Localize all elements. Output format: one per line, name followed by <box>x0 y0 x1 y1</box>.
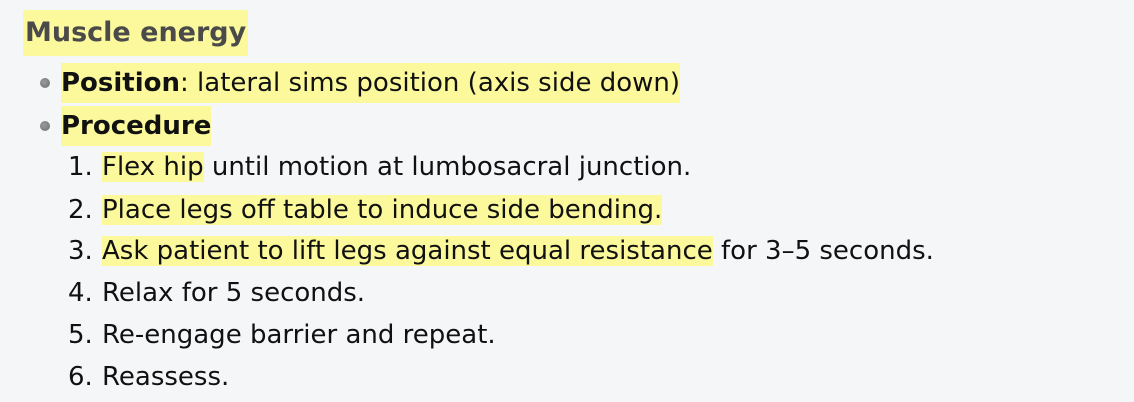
bullet-icon <box>40 121 50 131</box>
bullet-icon <box>40 78 50 88</box>
list-item: Position: lateral sims position (axis si… <box>40 63 681 103</box>
bullet-label: Procedure <box>61 111 212 141</box>
step-number: 5. <box>68 320 93 350</box>
step-number: 1. <box>68 152 93 182</box>
step-number: 3. <box>68 236 93 266</box>
step-text: for 3–5 seconds. <box>712 236 934 266</box>
step-highlight: Ask patient to lift legs against equal r… <box>102 236 713 266</box>
bullet-separator: : <box>180 68 189 98</box>
list-item: Procedure <box>40 106 212 146</box>
step-text: Relax for 5 seconds. <box>102 278 366 308</box>
bullet-description: lateral sims position (axis side down) <box>188 68 681 98</box>
section-heading: Muscle energy <box>23 10 249 56</box>
step-number: 6. <box>68 362 93 392</box>
bullet-text: Position: lateral sims position (axis si… <box>61 63 681 103</box>
step-item: 3. Ask patient to lift legs against equal… <box>68 231 934 271</box>
step-number: 4. <box>68 278 93 308</box>
step-item: 4. Relax for 5 seconds. <box>68 273 365 313</box>
step-item: 5. Re-engage barrier and repeat. <box>68 315 496 355</box>
step-text: Reassess. <box>102 362 230 392</box>
step-item: 2. Place legs off table to induce side be… <box>68 190 663 230</box>
step-item: 6. Reassess. <box>68 357 229 397</box>
step-item: 1. Flex hip until motion at lumbosacral j… <box>68 147 691 187</box>
step-text: until motion at lumbosacral junction. <box>203 152 692 182</box>
step-number: 2. <box>68 195 93 225</box>
bullet-text: Procedure <box>61 106 212 146</box>
step-highlight: Place legs off table to induce side bend… <box>102 195 663 225</box>
step-highlight: Flex hip <box>102 152 204 182</box>
step-text: Re-engage barrier and repeat. <box>102 320 496 350</box>
bullet-label: Position <box>61 68 181 98</box>
